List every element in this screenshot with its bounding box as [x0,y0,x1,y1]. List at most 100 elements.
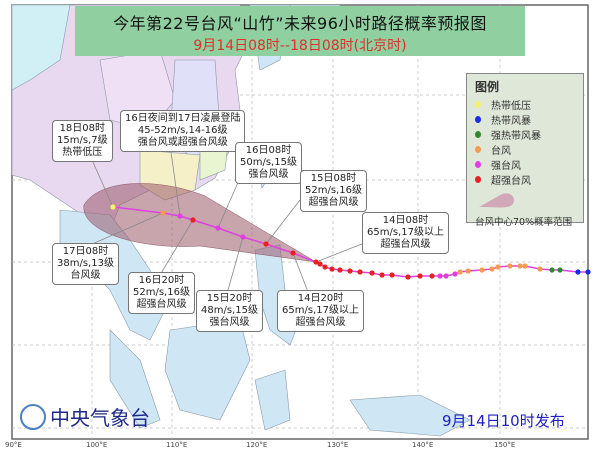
track-point [465,268,471,274]
callout-line: 超强台风级 [136,299,187,310]
track-point [522,263,528,269]
forecast-callout-t17-08: 17日08时 38m/s,13级 台风级 [52,243,119,285]
callout-line: 50m/s,15级 [240,157,297,168]
track-point [322,264,328,270]
forecast-callout-t14-08: 14日08时 65m/s,17级以上 超强台风级 [362,212,449,254]
callout-line: 17日08时 [62,246,109,257]
callout-line: 强台风级 [248,169,289,180]
callout-line: 热带低压 [62,147,103,158]
track-point [452,271,458,277]
track-point [110,204,116,210]
lon-tick: 90°E [5,441,22,449]
callout-line: 超强台风级 [380,239,431,250]
lon-tick: 100°E [86,441,108,449]
callout-line: 45-52m/s,14-16级 [137,125,228,136]
callout-line: 强台风或超强台风级 [137,137,228,148]
track-point [557,267,563,273]
track-point [549,267,555,273]
agency-name: 中央气象台 [50,406,150,430]
legend-item-severe-typhoon: 强台风 [475,157,583,172]
callout-line: 65m/s,17级以上 [282,305,359,316]
track-point [190,217,196,223]
callout-line: 16日夜间到17日凌晨登陆 [125,113,241,124]
lon-tick: 150°E [494,441,516,449]
callout-line: 52m/s,16级 [305,185,362,196]
callout-line: 15m/s,7级 [57,135,108,146]
track-point [389,272,395,278]
track-point [537,266,543,272]
track-point [507,263,513,269]
cma-logo-icon [20,403,46,430]
track-point [317,261,323,267]
legend-item-severe-tropical-storm: 强热带风暴 [475,127,583,142]
legend-item-tropical-storm: 热带风暴 [475,112,583,127]
orange-dot-icon [475,146,481,153]
track-point [495,264,501,270]
map-subtitle: 9月14日08时--18日08时(北京时) [193,38,407,54]
title-banner: 今年第22号台风“山竹”未来96小时路径概率预报图 9月14日08时--18日0… [75,6,525,56]
callout-line: 52m/s,16级 [133,287,190,298]
magenta-dot-icon [475,161,481,168]
track-point [329,266,335,272]
agency-logo: 中央气象台 [20,402,150,431]
lon-tick: 120°E [246,441,268,449]
callout-line: 15日20时 [206,293,253,304]
callout-line: 48m/s,15级 [201,305,258,316]
track-point [337,267,343,273]
red-dot-icon [475,176,481,183]
map-title: 今年第22号台风“山竹”未来96小时路径概率预报图 [113,14,487,33]
forecast-callout-t14-20: 14日20时 65m/s,17级以上 超强台风级 [277,290,364,332]
legend-heading: 图例 [475,80,500,94]
forecast-callout-t16-08: 16日08时 50m/s,15级 强台风级 [235,142,302,184]
legend-item-tropical-depression: 热带低压 [475,97,583,112]
track-point [263,241,269,247]
lon-tick: 110°E [166,441,188,449]
track-point [313,259,319,265]
callout-line: 38m/s,13级 [57,258,114,269]
track-point [379,272,385,278]
track-point [585,269,591,275]
green-dot-icon [475,131,481,138]
track-point [429,273,435,279]
track-point [160,210,166,216]
track-point [437,273,443,279]
track-point [443,273,449,279]
track-point [405,274,411,280]
forecast-callout-t18-08: 18日08时 15m/s,7级 热带低压 [52,120,113,162]
lon-tick: 130°E [327,441,349,449]
forecast-callout-t15-08: 15日08时 52m/s,16级 超强台风级 [300,170,367,212]
callout-line: 65m/s,17级以上 [367,227,444,238]
legend-item-typhoon: 台风 [475,142,583,157]
cone-icon [479,193,514,208]
track-point [479,267,485,273]
callout-line: 16日20时 [138,275,185,286]
track-point [357,269,363,275]
track-points [110,204,591,280]
issue-time: 9月14日10时发布 [442,412,565,430]
yellow-dot-icon [475,101,481,108]
legend: 图例 热带低压 热带风暴 强热带风暴 台风 强台风 超强台风 台风中心70%概率… [466,73,584,228]
forecast-callout-t15-20: 15日20时 48m/s,15级 强台风级 [196,290,263,332]
forecast-callout-t16-20: 16日20时 52m/s,16级 超强台风级 [128,272,195,314]
track-point [177,213,183,219]
track-point [369,270,375,276]
callout-line: 18日08时 [59,123,106,134]
track-point [575,269,581,275]
forecast-callout-landfall: 16日夜间到17日凌晨登陆 45-52m/s,14-16级 强台风或超强台风级 [120,110,246,152]
track-point [489,266,495,272]
track-point [457,269,463,275]
track-point [215,225,221,231]
callout-line: 14日20时 [297,293,344,304]
blue-dot-icon [475,116,481,123]
legend-item-super-typhoon: 超强台风 [475,172,583,187]
callout-line: 超强台风级 [295,317,346,328]
callout-line: 台风级 [70,270,101,281]
lon-tick: 140°E [412,441,434,449]
callout-line: 16日08时 [245,145,292,156]
track-point [240,234,246,240]
callout-line: 强台风级 [209,317,250,328]
callout-line: 15日08时 [310,173,357,184]
callout-line: 超强台风级 [308,197,359,208]
track-point [417,273,423,279]
track-point [517,263,523,269]
